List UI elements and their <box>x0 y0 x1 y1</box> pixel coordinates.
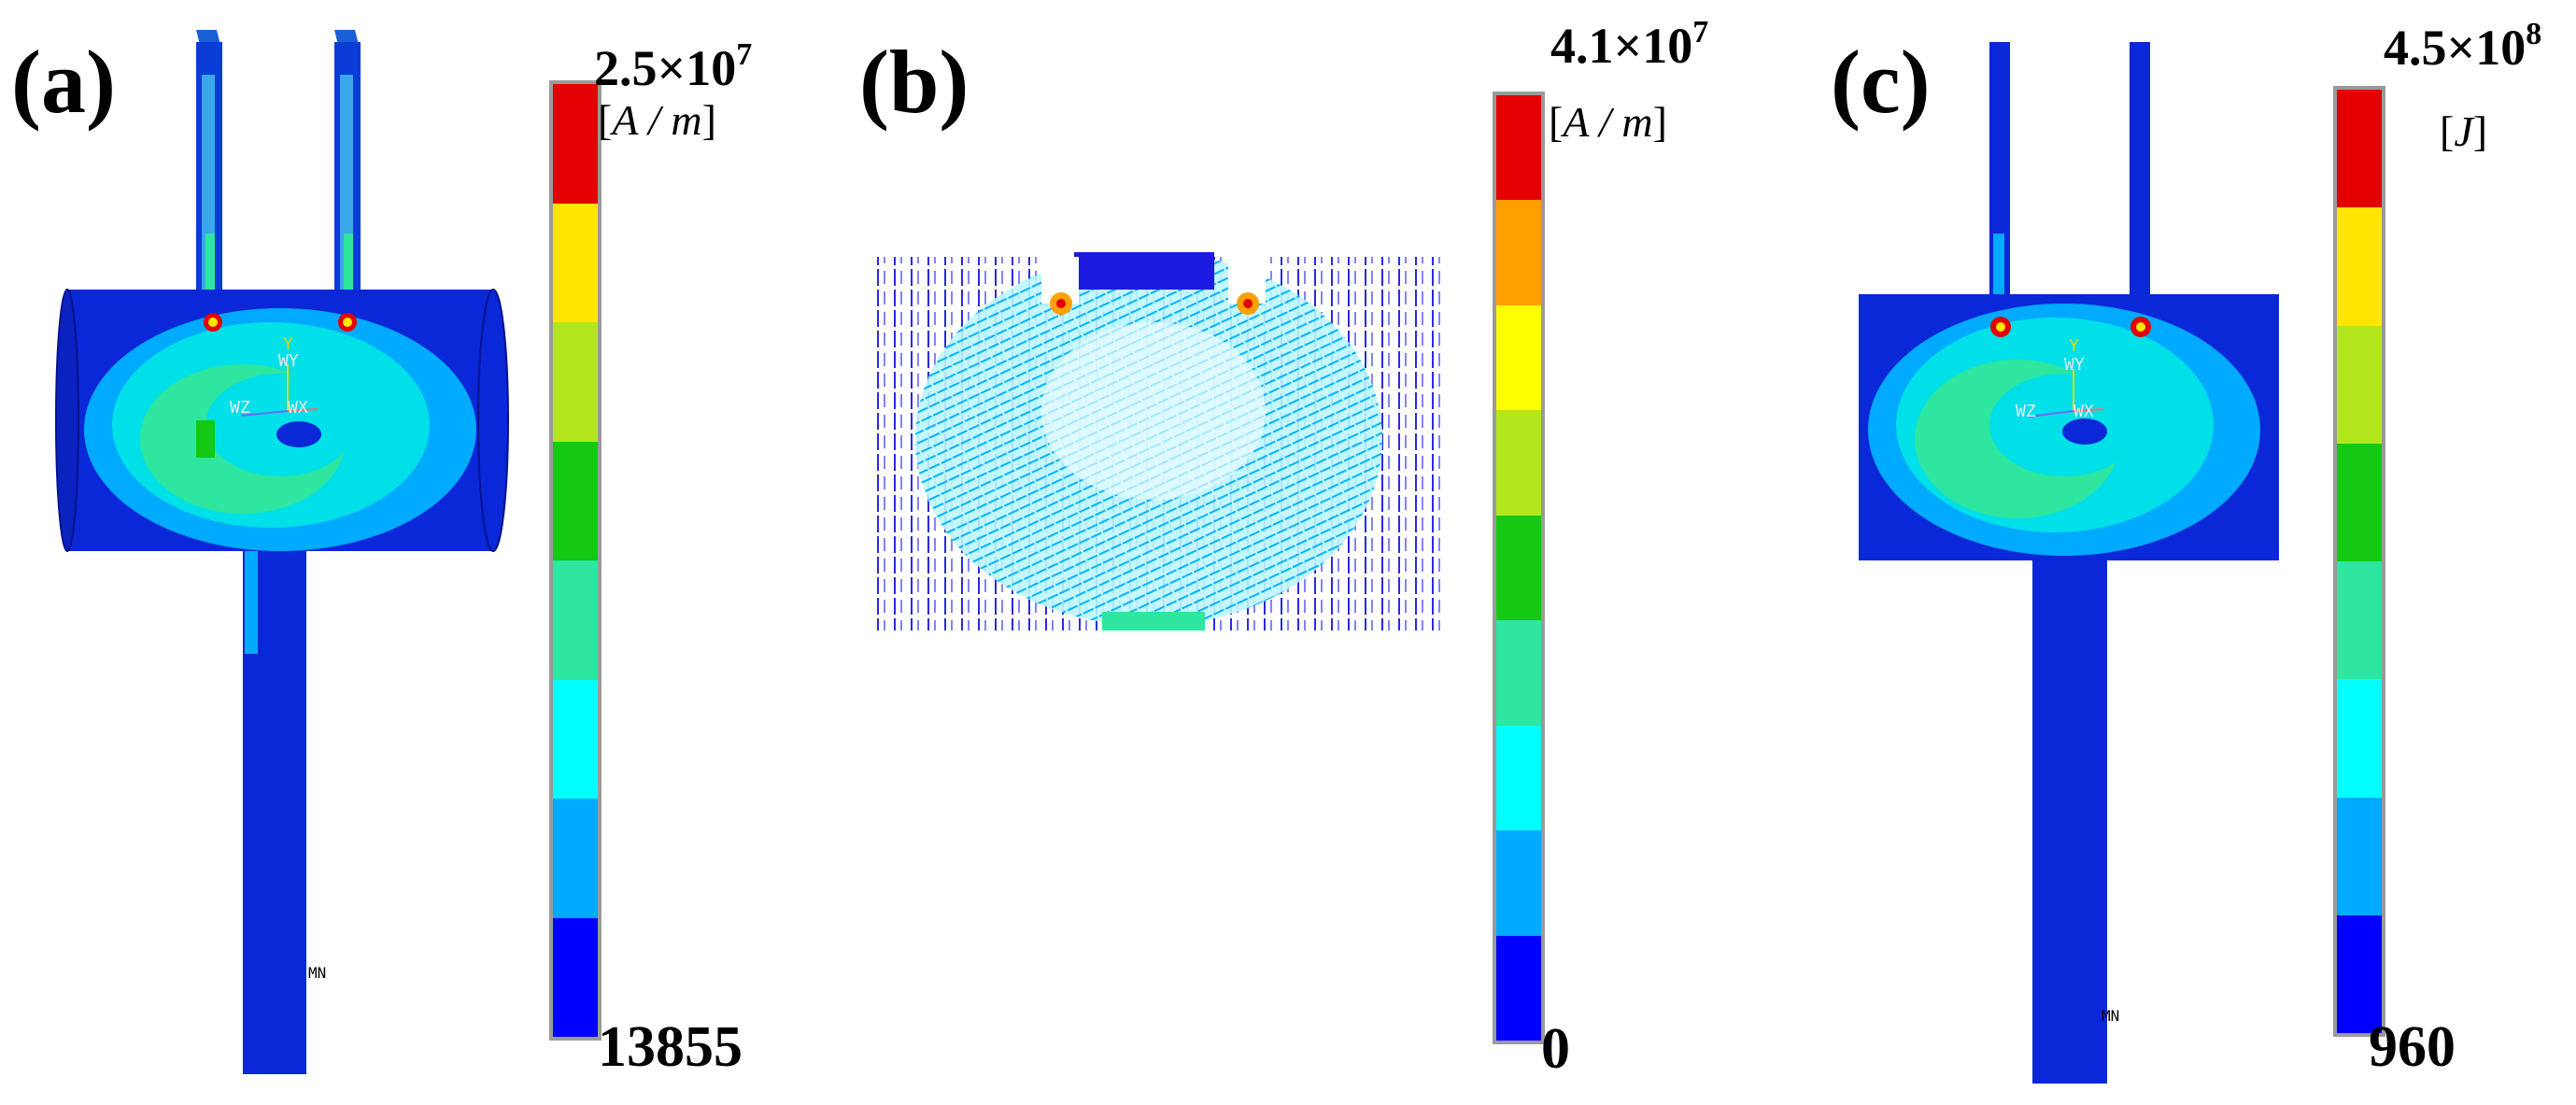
colorbar-segment <box>2337 443 2382 561</box>
colorbar-min: 960 <box>2369 1015 2456 1079</box>
colorbar-unit: [A / m] <box>598 96 716 144</box>
unit-text: A / m <box>1563 98 1653 146</box>
colorbar-segment <box>1496 515 1541 621</box>
colorbar-segment <box>1496 200 1541 305</box>
panel-c: (c) Y WY WZ WX MN 4.5×108 [ <box>1737 0 2576 1105</box>
colorbar-segment <box>2337 679 2382 798</box>
colorbar-segment <box>1496 620 1541 726</box>
colorbar-segment <box>2337 914 2382 1033</box>
colorbar-segment <box>553 203 598 322</box>
max-exponent: 7 <box>1692 15 1709 50</box>
colorbar-segment <box>2337 797 2382 915</box>
colorbar-max: 4.1×107 <box>1550 17 1708 74</box>
colorbar-min: 13855 <box>598 1015 743 1079</box>
max-mantissa: 2.5×10 <box>594 40 737 96</box>
colorbar-segment <box>553 84 598 204</box>
colorbar-segment <box>553 799 598 918</box>
colorbar-segment <box>1496 830 1541 936</box>
axis-label-wx: WX <box>2074 402 2094 421</box>
colorbar-segment <box>2337 207 2382 326</box>
axis-label-y: Y <box>283 334 293 354</box>
colorbar-segment <box>553 441 598 560</box>
colorbar-segment <box>553 679 598 799</box>
panel-label: (b) <box>859 32 970 132</box>
axis-label-wy: WY <box>2064 355 2085 375</box>
colorbar-max: 2.5×107 <box>594 39 752 96</box>
colorbar-segment <box>1496 935 1541 1041</box>
axis-label-y: Y <box>2069 336 2079 356</box>
colorbar-segment <box>2337 325 2382 444</box>
current-density-contour-a <box>55 30 509 1074</box>
current-density-vector-plot <box>869 252 1448 630</box>
colorbar-segment <box>2337 90 2382 208</box>
colorbar-segment <box>2337 561 2382 680</box>
colorbar <box>2333 86 2385 1037</box>
colorbar-segment <box>553 560 598 680</box>
axis-label-wz: WZ <box>230 398 250 418</box>
axis-label-wy: WY <box>278 351 299 371</box>
colorbar-unit: [J] <box>2440 107 2488 155</box>
unit-text: J <box>2454 107 2473 155</box>
colorbar-segment <box>553 917 598 1037</box>
colorbar <box>1493 92 1545 1044</box>
max-mantissa: 4.1×10 <box>1550 18 1693 74</box>
max-exponent: 8 <box>2526 17 2542 51</box>
min-marker: MN <box>308 964 327 982</box>
max-mantissa: 4.5×10 <box>2384 20 2526 76</box>
colorbar <box>549 80 602 1041</box>
max-exponent: 7 <box>736 37 753 72</box>
colorbar-segment <box>1496 725 1541 831</box>
colorbar-max: 4.5×108 <box>2384 19 2541 76</box>
colorbar-min: 0 <box>1541 1017 1570 1081</box>
colorbar-segment <box>553 322 598 442</box>
unit-text: A / m <box>612 96 702 144</box>
min-marker: MN <box>2102 1007 2120 1025</box>
axis-label-wz: WZ <box>2016 402 2036 421</box>
colorbar-unit: [A / m] <box>1549 98 1667 146</box>
panel-label: (a) <box>11 32 116 132</box>
colorbar-segment <box>1496 410 1541 516</box>
panel-label: (c) <box>1831 32 1931 132</box>
energy-contour-c <box>1859 42 2279 1084</box>
colorbar-segment <box>1496 95 1541 201</box>
panel-b: (b) 4.1×107 <box>841 0 1737 1105</box>
axis-label-wx: WX <box>288 398 308 418</box>
colorbar-segment <box>1496 305 1541 411</box>
panel-a: (a) Y WY WZ WX MN <box>0 0 841 1105</box>
